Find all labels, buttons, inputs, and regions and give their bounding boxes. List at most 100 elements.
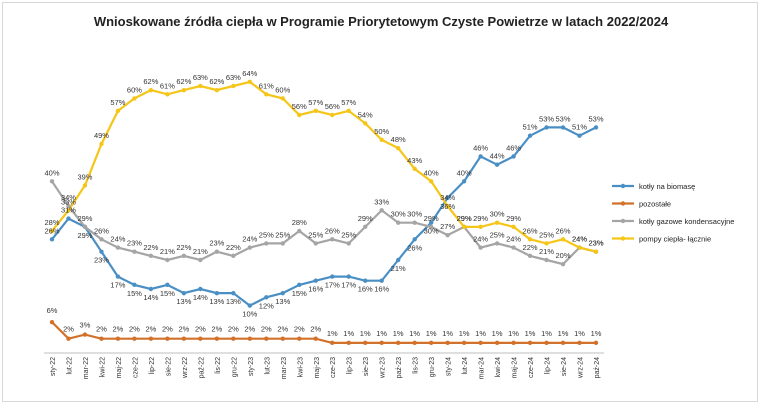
series-line-3 bbox=[51, 80, 597, 253]
data-point bbox=[412, 340, 417, 346]
data-label: 6% bbox=[47, 306, 58, 315]
data-label: 24% bbox=[572, 235, 587, 244]
data-label: 29% bbox=[457, 214, 472, 223]
data-label: 2% bbox=[129, 325, 140, 334]
data-point bbox=[461, 179, 467, 184]
data-label: 25% bbox=[490, 230, 505, 239]
x-tick-label: maj-24 bbox=[512, 357, 519, 379]
data-label: 34% bbox=[440, 193, 455, 202]
data-label: 23% bbox=[209, 239, 224, 248]
data-point bbox=[165, 92, 170, 97]
x-tick-label: maj-22 bbox=[116, 357, 123, 379]
data-label: 25% bbox=[308, 230, 323, 239]
data-label: 26% bbox=[94, 226, 109, 235]
data-point bbox=[297, 336, 302, 341]
data-label: 40% bbox=[457, 168, 472, 177]
data-point bbox=[330, 274, 335, 279]
data-point bbox=[66, 336, 71, 341]
x-tick-label: mar-22 bbox=[83, 357, 90, 379]
data-point bbox=[445, 340, 450, 346]
data-label: 29% bbox=[473, 214, 488, 223]
data-label: 15% bbox=[127, 289, 142, 298]
legend-marker bbox=[620, 201, 626, 206]
data-label: 25% bbox=[539, 230, 554, 239]
x-tick-label: kwi-23 bbox=[297, 357, 304, 377]
data-label: 24% bbox=[473, 235, 488, 244]
data-point bbox=[577, 133, 582, 138]
data-label: 54% bbox=[358, 110, 373, 119]
data-point bbox=[264, 336, 269, 341]
legend-marker bbox=[620, 183, 626, 189]
data-label: 1% bbox=[475, 329, 486, 338]
data-label: 16% bbox=[374, 285, 389, 294]
data-label: 2% bbox=[261, 325, 272, 334]
data-point bbox=[214, 87, 220, 93]
data-label: 63% bbox=[193, 73, 208, 82]
x-tick-label: cze-22 bbox=[132, 357, 139, 378]
data-label: 24% bbox=[572, 235, 587, 244]
data-point bbox=[494, 340, 500, 346]
data-point bbox=[231, 253, 236, 259]
data-point bbox=[346, 274, 351, 279]
data-point bbox=[148, 87, 154, 93]
data-label: 1% bbox=[574, 329, 585, 338]
data-point bbox=[99, 249, 104, 254]
data-label: 1% bbox=[492, 329, 503, 338]
data-label: 2% bbox=[195, 325, 206, 334]
data-label: 30% bbox=[407, 210, 422, 219]
x-tick-label: lut-23 bbox=[264, 357, 271, 375]
data-label: 1% bbox=[376, 329, 387, 338]
data-label: 31% bbox=[61, 206, 76, 215]
data-point bbox=[445, 232, 450, 238]
data-label: 16% bbox=[308, 285, 323, 294]
data-label: 2% bbox=[113, 325, 124, 334]
x-tick-label: paź-23 bbox=[396, 357, 403, 379]
data-label: 60% bbox=[127, 85, 142, 94]
data-point bbox=[181, 336, 187, 341]
data-point bbox=[395, 145, 401, 151]
data-point bbox=[297, 228, 302, 234]
data-label: 1% bbox=[393, 329, 404, 338]
data-label: 28% bbox=[44, 218, 59, 227]
x-tick-label: lip-24 bbox=[545, 357, 552, 374]
data-point bbox=[593, 340, 599, 346]
data-point bbox=[527, 340, 533, 346]
data-point bbox=[49, 237, 55, 242]
data-label: 51% bbox=[523, 123, 538, 132]
data-label: 48% bbox=[391, 135, 406, 144]
data-label: 21% bbox=[160, 247, 175, 256]
data-point bbox=[280, 290, 285, 296]
data-point bbox=[330, 237, 335, 242]
data-point bbox=[363, 224, 368, 230]
data-point bbox=[247, 336, 253, 341]
data-label: 29% bbox=[457, 214, 472, 223]
data-label: 28% bbox=[292, 218, 307, 227]
data-label: 2% bbox=[277, 325, 288, 334]
x-tick-label: mar-23 bbox=[281, 357, 288, 379]
data-point bbox=[66, 208, 71, 213]
data-point bbox=[527, 237, 533, 242]
data-point bbox=[231, 290, 236, 296]
data-point bbox=[247, 245, 253, 250]
data-point bbox=[313, 336, 318, 341]
data-label: 1% bbox=[508, 329, 519, 338]
legend-marker bbox=[620, 236, 626, 241]
data-point bbox=[198, 83, 203, 89]
data-label: 30% bbox=[490, 210, 505, 219]
data-label: 12% bbox=[259, 301, 274, 310]
data-label: 2% bbox=[96, 325, 107, 334]
x-tick-label: paź-22 bbox=[198, 357, 205, 379]
data-label: 15% bbox=[292, 289, 307, 298]
chart-title: Wnioskowane źródła ciepła w Programie Pr… bbox=[93, 14, 669, 29]
data-point bbox=[544, 241, 549, 246]
data-point bbox=[132, 249, 137, 254]
data-label: 33% bbox=[374, 197, 389, 206]
x-tick-label: wrz-24 bbox=[578, 357, 585, 379]
data-label: 25% bbox=[275, 230, 290, 239]
data-point bbox=[214, 336, 220, 341]
data-label: 56% bbox=[292, 102, 307, 111]
data-label: 26% bbox=[44, 226, 59, 235]
data-point bbox=[363, 340, 368, 346]
data-point bbox=[297, 112, 302, 118]
data-label: 1% bbox=[327, 329, 338, 338]
